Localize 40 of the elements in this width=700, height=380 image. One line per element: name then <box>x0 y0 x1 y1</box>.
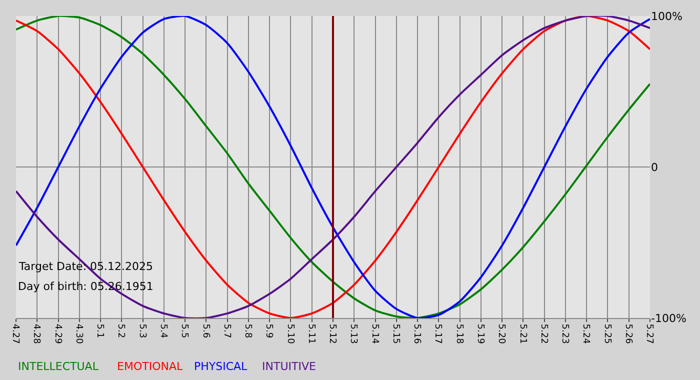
text: INTELLECTUAL <box>18 360 100 373</box>
x-tick-label: 4.28 <box>31 324 42 344</box>
x-tick-label: 4.29 <box>52 324 62 344</box>
x-tick-label: 5.2 <box>116 324 126 338</box>
x-tick-label: 5.14 <box>369 324 380 344</box>
x-tick-label: 5.8 <box>242 324 253 338</box>
text: INTUITIVE <box>262 360 316 373</box>
y-tick-label: 100% <box>651 10 682 23</box>
x-tick-label: 5.13 <box>348 324 358 344</box>
x-tick-label: 5.22 <box>538 324 548 344</box>
x-tick-label: 5.18 <box>454 324 464 344</box>
x-tick-label: 5.20 <box>496 324 506 344</box>
x-tick-label: 5.27 <box>644 324 654 344</box>
x-tick-label: 5.15 <box>390 324 400 344</box>
x-tick-label: 5.19 <box>475 324 486 344</box>
x-tick-label: 4.30 <box>73 324 84 344</box>
text: EMOTIONAL <box>117 360 184 373</box>
x-tick-label: 5.9 <box>264 324 274 338</box>
x-tick-label: 4.27 <box>10 324 20 344</box>
x-tick-label: 5.6 <box>200 324 210 338</box>
x-tick-label: 5.24 <box>580 324 591 344</box>
x-tick-label: 5.1 <box>94 324 105 338</box>
annotation: Target Date: 05.12.2025 <box>18 260 154 273</box>
x-tick-label: 5.26 <box>622 324 633 344</box>
text: PHYSICAL <box>194 360 248 373</box>
x-tick-label: 5.12 <box>327 324 338 344</box>
x-tick-label: 5.21 <box>517 324 528 344</box>
x-tick-label: 5.11 <box>306 324 316 344</box>
x-tick-label: 5.4 <box>158 324 168 338</box>
x-tick-label: 5.17 <box>432 324 443 344</box>
x-tick-label: 5.3 <box>136 324 147 338</box>
y-tick-label: -100% <box>651 312 686 325</box>
y-tick-label: 0 <box>651 160 658 174</box>
x-tick-label: 5.16 <box>412 324 422 344</box>
x-tick-label: 5.10 <box>284 324 295 344</box>
x-tick-label: 5.7 <box>221 324 232 338</box>
x-tick-label: 5.25 <box>602 324 612 344</box>
line-series <box>16 16 650 318</box>
x-tick-label: 5.23 <box>560 324 570 344</box>
x-tick-label: 5.5 <box>179 324 190 338</box>
